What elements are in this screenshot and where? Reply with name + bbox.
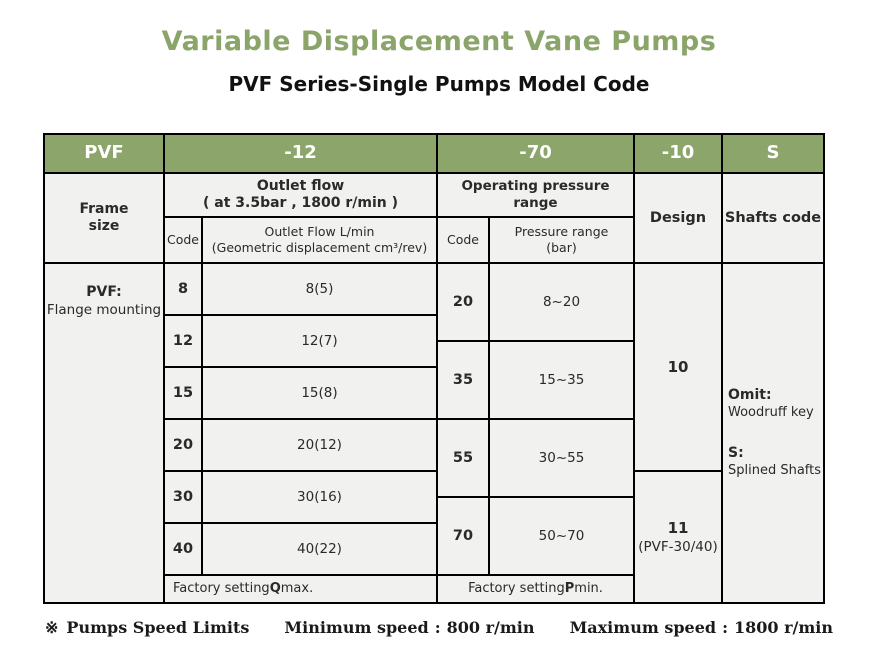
pressure-factory-bold: P xyxy=(564,580,575,596)
pressure-factory-prefix: Factory setting xyxy=(468,580,565,596)
header-design-code: -10 xyxy=(635,135,721,172)
pressure-code-cell: 70 xyxy=(438,498,488,574)
speed-limits-title: ※ Pumps Speed Limits xyxy=(45,618,249,637)
minimum-speed: Minimum speed:800 r/min xyxy=(284,618,534,637)
pressure-range-header-line1: Pressure range xyxy=(514,224,609,240)
header-flow-code: -12 xyxy=(165,135,436,172)
pressure-factory-suffix: min. xyxy=(574,580,603,596)
maximum-speed-value: 1800 r/min xyxy=(733,617,833,637)
flow-code-column-header: Code xyxy=(165,218,201,262)
design-option-11-note: (PVF-30/40) xyxy=(638,539,718,556)
flow-factory-suffix: max. xyxy=(280,580,314,596)
flow-code-cell: 12 xyxy=(165,316,201,366)
flow-code-cell: 20 xyxy=(165,420,201,470)
flow-value-cell: 15(8) xyxy=(203,368,436,418)
flow-code-cell: 15 xyxy=(165,368,201,418)
maximum-speed-colon: : xyxy=(722,617,728,637)
frame-size-line2: size xyxy=(88,218,120,234)
shaft-option-omit-desc: Woodruff key xyxy=(728,404,814,420)
maximum-speed-label: Maximum speed xyxy=(569,617,717,637)
frame-size-header: Frame size xyxy=(45,174,163,262)
design-column-header: Design xyxy=(635,174,721,262)
outlet-flow-header: Outlet flow ( at 3.5bar , 1800 r/min ) xyxy=(165,174,436,216)
speed-limits-footer: ※ Pumps Speed Limits Minimum speed:800 r/… xyxy=(45,612,833,642)
pressure-code-cell: 35 xyxy=(438,342,488,418)
pressure-range-cell: 30~55 xyxy=(490,420,633,496)
flow-value-header-line2: (Geometric displacement cm³/rev) xyxy=(211,240,428,255)
shaft-option-omit: Omit: Woodruff key xyxy=(728,387,814,421)
speed-limits-label: Pumps Speed Limits xyxy=(66,617,250,637)
minimum-speed-colon: : xyxy=(434,617,441,637)
minimum-speed-value: 800 r/min xyxy=(446,617,535,637)
flow-value-column-header: Outlet Flow L/min (Geometric displacemen… xyxy=(203,218,436,262)
pressure-range-column-header: Pressure range (bar) xyxy=(490,218,633,262)
maximum-speed: Maximum speed:1800 r/min xyxy=(570,618,833,637)
flow-factory-bold: Q xyxy=(269,580,281,596)
reference-mark: ※ xyxy=(45,617,59,637)
minimum-speed-label: Minimum speed xyxy=(284,617,429,637)
page-title: Variable Displacement Vane Pumps xyxy=(161,26,717,57)
flow-value-cell: 40(22) xyxy=(203,524,436,574)
pressure-factory-setting: Factory setting P min. xyxy=(438,576,633,602)
shaft-option-splined-desc: Splined Shafts xyxy=(728,462,822,478)
design-option-10: 10 xyxy=(635,264,721,470)
flow-factory-setting: Factory setting Q max. xyxy=(165,576,436,602)
shaft-option-splined: S: Splined Shafts xyxy=(728,445,821,479)
shafts-options-cell: Omit: Woodruff key S: Splined Shafts xyxy=(723,264,823,602)
pressure-range-cell: 50~70 xyxy=(490,498,633,574)
model-code-table: PVF -12 -70 -10 S Frame size Outlet flow… xyxy=(43,133,825,604)
frame-mounting-name: PVF: xyxy=(86,284,122,300)
header-pressure-code: -70 xyxy=(438,135,633,172)
flow-value-header-line1: Outlet Flow L/min xyxy=(264,224,375,240)
pressure-code-cell: 55 xyxy=(438,420,488,496)
header-model-prefix: PVF xyxy=(45,135,163,172)
shaft-option-omit-code: Omit: xyxy=(728,387,772,404)
flow-value-cell: 20(12) xyxy=(203,420,436,470)
flow-code-cell: 30 xyxy=(165,472,201,522)
page-subtitle: PVF Series-Single Pumps Model Code xyxy=(228,72,650,96)
design-option-11-value: 11 xyxy=(667,518,689,537)
header-shaft-code: S xyxy=(723,135,823,172)
operating-pressure-header: Operating pressure range xyxy=(438,174,633,216)
outlet-flow-condition: ( at 3.5bar , 1800 r/min ) xyxy=(202,195,398,211)
pressure-code-cell: 20 xyxy=(438,264,488,340)
pressure-code-column-header: Code xyxy=(438,218,488,262)
shafts-code-column-header: Shafts code xyxy=(723,174,823,262)
outlet-flow-title: Outlet flow xyxy=(256,177,345,194)
flow-code-cell: 8 xyxy=(165,264,201,314)
flow-value-cell: 8(5) xyxy=(203,264,436,314)
flow-value-cell: 30(16) xyxy=(203,472,436,522)
frame-mounting-cell: PVF: Flange mounting xyxy=(45,264,163,602)
frame-size-line1: Frame xyxy=(79,200,129,217)
flow-value-cell: 12(7) xyxy=(203,316,436,366)
design-option-11: 11 (PVF-30/40) xyxy=(635,472,721,602)
pressure-range-cell: 8~20 xyxy=(490,264,633,340)
pressure-range-cell: 15~35 xyxy=(490,342,633,418)
frame-mounting-desc: Flange mounting xyxy=(46,301,162,318)
flow-factory-prefix: Factory setting xyxy=(173,580,270,596)
flow-code-cell: 40 xyxy=(165,524,201,574)
pressure-range-header-line2: (bar) xyxy=(546,240,577,255)
shaft-option-splined-code: S: xyxy=(728,445,744,461)
